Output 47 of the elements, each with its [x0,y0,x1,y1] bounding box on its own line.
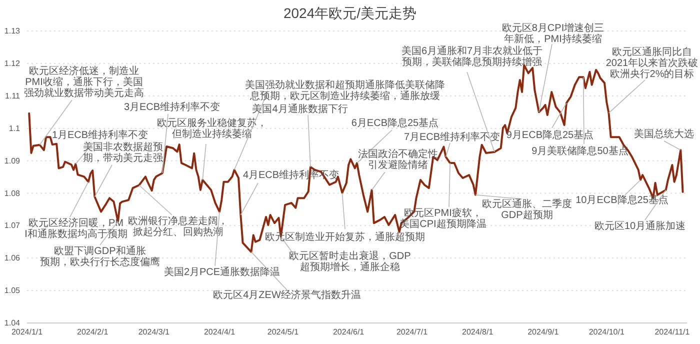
y-tick-label: 1.05 [4,286,21,296]
y-tick-label: 1.08 [4,188,21,198]
annotation: 欧元区10月通胀加速 [594,220,686,232]
annotation: 美国2月PCE通胀数据降温 [164,266,280,278]
x-tick-label: 2024/4/1 [204,328,236,337]
annotation: 欧盟下调GDP和通胀预期，欧央行行长态度偏鹰 [40,245,160,268]
annotation: 美国4月通胀数据下行 [252,103,348,115]
y-tick-label: 1.07 [4,221,21,230]
y-tick-label: 1.1 [8,124,21,133]
y-tick-label: 1.11 [5,91,21,100]
annotation: 7月ECB维持利率不变 [404,131,500,143]
y-tick-label: 1.04 [4,318,21,328]
x-tick-label: 2024/10/1 [588,328,625,337]
annotation: 法国政治不确定性引发避险情绪 [358,148,438,171]
y-tick-label: 1.06 [4,254,21,263]
annotation: 9月ECB降息25基点 [506,129,594,141]
annotation: 欧元区服务业稳健复苏，但制造业持续萎缩 [157,117,267,140]
annotation: 美国非农数据超预期，带动美元走强 [83,141,163,164]
annotation: 欧元区制造业开始复苏，通胀超预期 [265,231,425,243]
x-tick-label: 2024/2/1 [77,328,109,337]
annotation: 欧元区4月ZEW经济景气指数升温 [213,289,361,301]
annotation: 欧元区经济低迷，制造业PMI收缩，通胀下行，美国强劲就业数据带动美元走高 [24,65,144,99]
x-tick-label: 2024/3/1 [138,328,170,337]
annotation: 10月ECB降息25基点 [576,194,668,206]
x-tick-label: 2024/8/1 [462,328,494,337]
x-tick-label: 2024/5/1 [267,328,300,337]
annotation: 9月美联储降息50基点 [532,145,628,157]
annotation: 欧元区经济回暖，PMI和通胀数据均高于预期 [24,217,128,240]
annotation: 1月ECB维持利率不变 [52,129,148,141]
x-tick-label: 2024/1/1 [11,328,44,337]
annotation: 欧元区通胀同比自2021年以来首次跌破欧洲央行2%的目标 [606,46,698,80]
annotation: 欧元区暂时走出衰退，GDP超预期增长，通胀企稳 [289,250,412,273]
annotation: 欧元区通胀、二季度GDP超预期 [482,198,572,221]
y-tick-label: 1.13 [4,26,21,36]
x-tick-label: 2024/11/1 [654,328,690,337]
annotation: 6月ECB降息25基点 [351,117,439,129]
y-tick-label: 1.09 [4,156,21,166]
chart-title: 2024年欧元/美元走势 [283,5,417,21]
x-tick-label: 2024/7/1 [396,328,428,337]
annotation: 美国6月通胀和7月非农就业低于预期，美联储降息预期持续增强 [401,45,543,68]
annotation: 欧元区8月CPI增速创三年新低，PMI持续萎缩 [502,22,604,45]
x-tick-label: 2024/9/1 [528,328,560,337]
annotation: 美国强劲就业数据和超预期通胀降低美联储降息预期，欧元区制造业持续萎缩，通胀放缓 [245,79,445,102]
annotation: 美国总统大选 [634,128,694,140]
annotation: 3月ECB维持利率不变 [124,101,220,113]
x-tick-label: 2024/6/1 [332,328,365,337]
y-tick-label: 1.12 [4,59,21,68]
